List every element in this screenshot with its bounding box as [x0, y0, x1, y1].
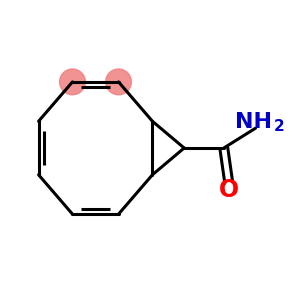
Text: 2: 2 — [274, 119, 285, 134]
Circle shape — [60, 69, 86, 95]
Text: O: O — [219, 178, 239, 202]
Text: NH: NH — [235, 112, 272, 132]
Circle shape — [106, 69, 131, 95]
